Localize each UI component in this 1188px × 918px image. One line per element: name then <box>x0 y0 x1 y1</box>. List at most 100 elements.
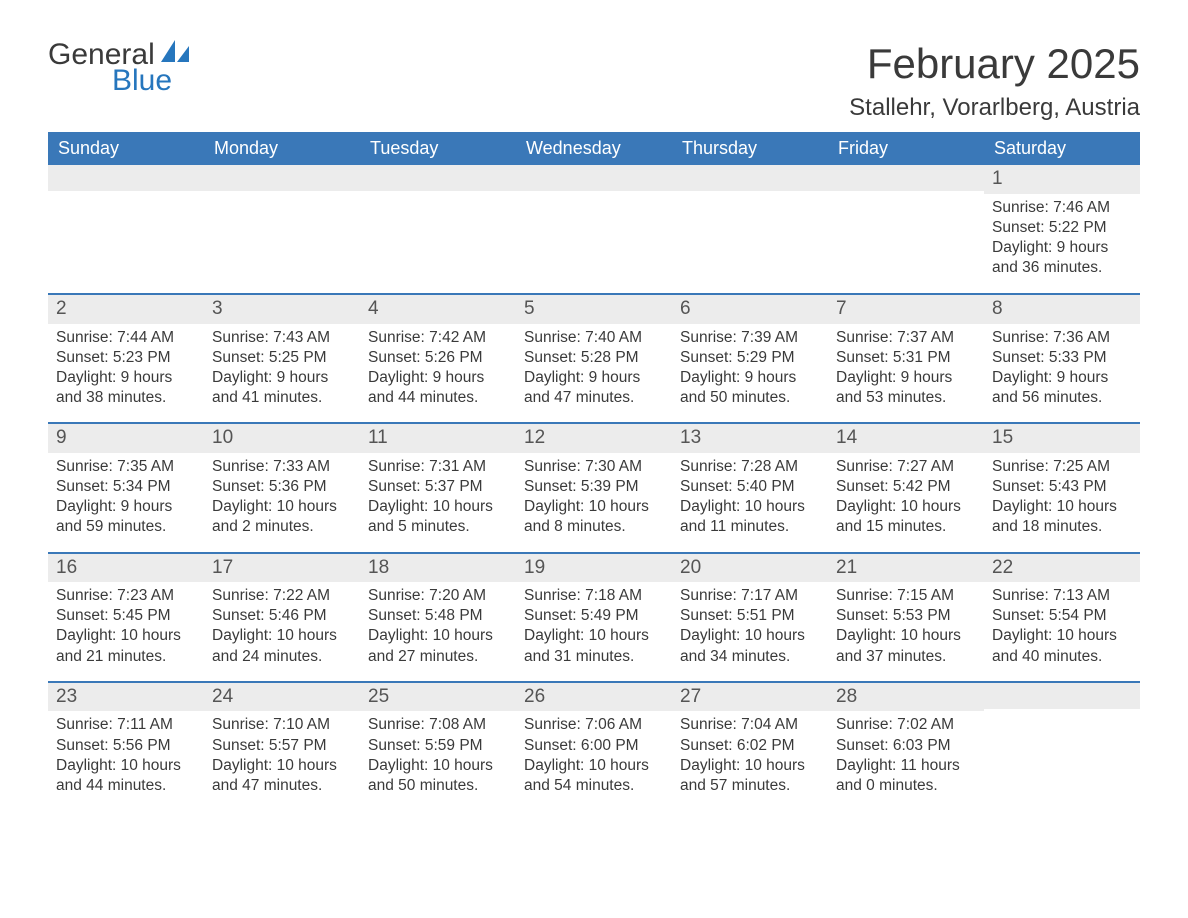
day-sunrise: Sunrise: 7:10 AM <box>212 715 352 735</box>
day-sunset: Sunset: 6:03 PM <box>836 736 976 756</box>
day-daylight1: Daylight: 10 hours <box>524 626 664 646</box>
day-number: 11 <box>360 424 516 453</box>
day-daylight2: and 59 minutes. <box>56 517 196 537</box>
day-details: Sunrise: 7:36 AMSunset: 5:33 PMDaylight:… <box>984 324 1140 423</box>
calendar-day-cell: 19Sunrise: 7:18 AMSunset: 5:49 PMDayligh… <box>516 554 672 681</box>
day-number <box>828 165 984 191</box>
calendar-day-cell: 9 Sunrise: 7:35 AMSunset: 5:34 PMDaylight… <box>48 424 204 551</box>
day-number: 14 <box>828 424 984 453</box>
day-daylight2: and 41 minutes. <box>212 388 352 408</box>
day-sunset: Sunset: 5:42 PM <box>836 477 976 497</box>
day-sunrise: Sunrise: 7:33 AM <box>212 457 352 477</box>
day-sunset: Sunset: 6:02 PM <box>680 736 820 756</box>
day-number: 5 <box>516 295 672 324</box>
day-details: Sunrise: 7:11 AMSunset: 5:56 PMDaylight:… <box>48 711 204 810</box>
calendar: SundayMondayTuesdayWednesdayThursdayFrid… <box>48 132 1140 810</box>
day-sunrise: Sunrise: 7:42 AM <box>368 328 508 348</box>
day-daylight1: Daylight: 10 hours <box>212 497 352 517</box>
day-sunset: Sunset: 5:29 PM <box>680 348 820 368</box>
day-number: 9 <box>48 424 204 453</box>
calendar-day-cell: 27Sunrise: 7:04 AMSunset: 6:02 PMDayligh… <box>672 683 828 810</box>
day-daylight2: and 44 minutes. <box>368 388 508 408</box>
calendar-header-cell: Saturday <box>984 132 1140 165</box>
day-daylight1: Daylight: 10 hours <box>524 497 664 517</box>
day-daylight2: and 18 minutes. <box>992 517 1132 537</box>
day-number <box>672 165 828 191</box>
day-daylight2: and 11 minutes. <box>680 517 820 537</box>
day-daylight1: Daylight: 9 hours <box>56 497 196 517</box>
day-number: 28 <box>828 683 984 712</box>
day-details: Sunrise: 7:37 AMSunset: 5:31 PMDaylight:… <box>828 324 984 423</box>
calendar-day-cell: 28Sunrise: 7:02 AMSunset: 6:03 PMDayligh… <box>828 683 984 810</box>
day-daylight1: Daylight: 9 hours <box>836 368 976 388</box>
day-number: 21 <box>828 554 984 583</box>
day-daylight1: Daylight: 9 hours <box>56 368 196 388</box>
calendar-day-cell: 15Sunrise: 7:25 AMSunset: 5:43 PMDayligh… <box>984 424 1140 551</box>
day-sunrise: Sunrise: 7:08 AM <box>368 715 508 735</box>
calendar-day-cell: 23Sunrise: 7:11 AMSunset: 5:56 PMDayligh… <box>48 683 204 810</box>
day-number: 18 <box>360 554 516 583</box>
day-sunset: Sunset: 5:46 PM <box>212 606 352 626</box>
calendar-week-row: 9Sunrise: 7:35 AMSunset: 5:34 PMDaylight… <box>48 422 1140 551</box>
day-sunset: Sunset: 5:37 PM <box>368 477 508 497</box>
calendar-day-cell <box>984 683 1140 810</box>
day-daylight1: Daylight: 11 hours <box>836 756 976 776</box>
day-number: 17 <box>204 554 360 583</box>
calendar-day-cell: 2Sunrise: 7:44 AMSunset: 5:23 PMDaylight… <box>48 295 204 422</box>
day-daylight2: and 50 minutes. <box>680 388 820 408</box>
day-sunset: Sunset: 5:57 PM <box>212 736 352 756</box>
day-sunset: Sunset: 5:36 PM <box>212 477 352 497</box>
day-daylight1: Daylight: 10 hours <box>680 756 820 776</box>
calendar-day-cell <box>516 165 672 293</box>
day-sunrise: Sunrise: 7:06 AM <box>524 715 664 735</box>
day-number <box>48 165 204 191</box>
day-sunset: Sunset: 5:26 PM <box>368 348 508 368</box>
day-sunrise: Sunrise: 7:46 AM <box>992 198 1132 218</box>
logo: General Blue <box>48 40 189 96</box>
calendar-day-cell: 11 Sunrise: 7:31 AMSunset: 5:37 PMDayligh… <box>360 424 516 551</box>
day-details: Sunrise: 7:42 AMSunset: 5:26 PMDaylight:… <box>360 324 516 423</box>
day-daylight2: and 27 minutes. <box>368 647 508 667</box>
day-daylight1: Daylight: 10 hours <box>992 497 1132 517</box>
day-number: 20 <box>672 554 828 583</box>
day-number <box>360 165 516 191</box>
day-sunrise: Sunrise: 7:35 AM <box>56 457 196 477</box>
day-number: 19 <box>516 554 672 583</box>
day-sunset: Sunset: 5:22 PM <box>992 218 1132 238</box>
day-sunset: Sunset: 5:59 PM <box>368 736 508 756</box>
day-daylight2: and 47 minutes. <box>524 388 664 408</box>
day-number <box>204 165 360 191</box>
day-details: Sunrise: 7:28 AMSunset: 5:40 PMDaylight:… <box>672 453 828 552</box>
calendar-day-cell <box>204 165 360 293</box>
day-daylight2: and 5 minutes. <box>368 517 508 537</box>
calendar-header-cell: Wednesday <box>516 132 672 165</box>
calendar-week-row: 1Sunrise: 7:46 AMSunset: 5:22 PMDaylight… <box>48 165 1140 293</box>
day-sunrise: Sunrise: 7:17 AM <box>680 586 820 606</box>
day-details: Sunrise: 7:25 AMSunset: 5:43 PMDaylight:… <box>984 453 1140 552</box>
day-daylight2: and 24 minutes. <box>212 647 352 667</box>
day-daylight1: Daylight: 10 hours <box>368 756 508 776</box>
day-number: 3 <box>204 295 360 324</box>
day-daylight2: and 31 minutes. <box>524 647 664 667</box>
calendar-day-cell <box>672 165 828 293</box>
day-sunrise: Sunrise: 7:20 AM <box>368 586 508 606</box>
calendar-day-cell <box>48 165 204 293</box>
day-number: 27 <box>672 683 828 712</box>
day-sunrise: Sunrise: 7:31 AM <box>368 457 508 477</box>
day-sunset: Sunset: 6:00 PM <box>524 736 664 756</box>
day-number: 25 <box>360 683 516 712</box>
day-daylight1: Daylight: 10 hours <box>368 497 508 517</box>
day-sunset: Sunset: 5:25 PM <box>212 348 352 368</box>
day-sunset: Sunset: 5:33 PM <box>992 348 1132 368</box>
day-sunrise: Sunrise: 7:30 AM <box>524 457 664 477</box>
calendar-day-cell: 14Sunrise: 7:27 AMSunset: 5:42 PMDayligh… <box>828 424 984 551</box>
day-sunset: Sunset: 5:53 PM <box>836 606 976 626</box>
calendar-day-cell: 16Sunrise: 7:23 AMSunset: 5:45 PMDayligh… <box>48 554 204 681</box>
day-daylight1: Daylight: 10 hours <box>524 756 664 776</box>
day-sunset: Sunset: 5:39 PM <box>524 477 664 497</box>
calendar-day-cell: 10Sunrise: 7:33 AMSunset: 5:36 PMDayligh… <box>204 424 360 551</box>
location-subtitle: Stallehr, Vorarlberg, Austria <box>849 94 1140 122</box>
day-daylight2: and 54 minutes. <box>524 776 664 796</box>
day-number <box>516 165 672 191</box>
day-sunset: Sunset: 5:34 PM <box>56 477 196 497</box>
